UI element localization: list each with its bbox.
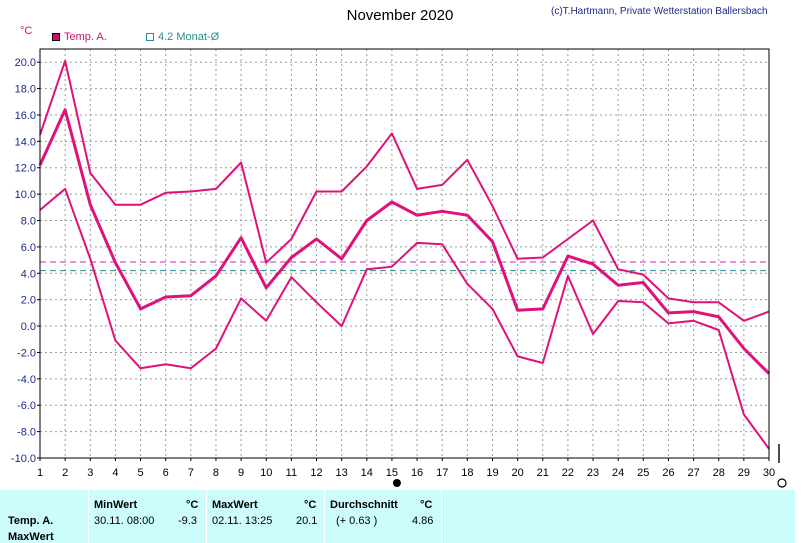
- x-tick-label: 7: [188, 467, 194, 479]
- y-tick-label: 18.0: [15, 84, 36, 96]
- stats-edge: [795, 490, 802, 543]
- chart-title: November 2020: [346, 7, 454, 24]
- x-tick-label: 28: [713, 467, 725, 479]
- x-tick-label: 3: [87, 467, 93, 479]
- x-tick-label: 30: [763, 467, 775, 479]
- y-tick-label: 2.0: [21, 295, 36, 307]
- x-tick-label: 13: [336, 467, 348, 479]
- series-line-min: [39, 187, 770, 450]
- y-tick-label: 6.0: [21, 242, 36, 254]
- x-tick-label: 9: [238, 467, 244, 479]
- y-tick-label: -4.0: [17, 374, 36, 386]
- y-unit-label: °C: [20, 25, 33, 37]
- x-tick-label: 22: [562, 467, 574, 479]
- x-tick-label: 11: [286, 467, 297, 479]
- station-credit: (c)T.Hartmann, Private Wetterstation Bal…: [551, 6, 768, 17]
- series-lines: [38, 59, 771, 450]
- stats-row-label: MaxWert: [8, 531, 54, 543]
- series-line-max: [39, 59, 770, 322]
- x-tick-label: 10: [260, 467, 272, 479]
- x-tick-label: 18: [461, 467, 473, 479]
- legend-label-temp: Temp. A.: [64, 31, 107, 43]
- min-header: MinWert: [94, 499, 138, 511]
- series-line-avg: [38, 108, 771, 375]
- max-datetime: 02.11. 13:25: [212, 515, 273, 527]
- y-tick-labels: 20.0 18.0 16.0 14.0 12.0 10.0 8.0 6.0 4.0 2.0 0.0 -…: [11, 57, 40, 465]
- stats-separator: [88, 490, 89, 543]
- x-tick-label: 25: [637, 467, 649, 479]
- x-tick-label: 14: [361, 467, 373, 479]
- legend-item-temp: Temp. A.: [52, 31, 107, 43]
- y-tick-label: 14.0: [15, 136, 36, 148]
- stats-panel: Temp. A. MaxWert MinWert °C 30.11. 08:00…: [0, 490, 795, 543]
- markers: [392, 444, 787, 488]
- x-tick-label: 23: [587, 467, 599, 479]
- y-tick-label: -2.0: [17, 347, 36, 359]
- temperature-chart: 20.0 18.0 16.0 14.0 12.0 10.0 8.0 6.0 4.0 2.0 0.0 -…: [11, 48, 787, 488]
- y-tick-label: 4.0: [21, 268, 36, 280]
- x-tick-label: 26: [662, 467, 674, 479]
- x-tick-label: 1: [37, 467, 43, 479]
- x-tick-label: 15: [386, 467, 398, 479]
- min-unit: °C: [186, 499, 199, 511]
- x-tick-labels: 1 2 3 4 5 6 7 8 9 10 11 12 13 14 15 16 17 18 19 20 21 22 23 24 2…: [37, 458, 775, 479]
- y-tick-label: 10.0: [15, 189, 36, 201]
- avg-header: Durchschnitt: [330, 499, 398, 511]
- stats-separator: [324, 490, 325, 543]
- y-tick-label: 12.0: [15, 163, 36, 175]
- stats-separator: [441, 490, 442, 543]
- x-tick-label: 6: [163, 467, 169, 479]
- x-tick-label: 2: [62, 467, 68, 479]
- x-tick-label: 19: [486, 467, 498, 479]
- min-datetime: 30.11. 08:00: [94, 515, 155, 527]
- max-value: 20.1: [296, 515, 318, 527]
- x-tick-label: 17: [436, 467, 448, 479]
- full-moon-marker: [392, 479, 401, 487]
- y-tick-label: -10.0: [11, 453, 36, 465]
- y-tick-label: 16.0: [15, 110, 36, 122]
- y-tick-label: 8.0: [21, 216, 36, 228]
- x-tick-label: 24: [612, 467, 624, 479]
- y-tick-label: -8.0: [17, 427, 36, 439]
- avg-delta: (+ 0.63 ): [336, 515, 378, 527]
- stats-separator: [206, 490, 207, 543]
- y-tick-label: -6.0: [17, 400, 36, 412]
- legend-label-average: 4.2 Monat-Ø: [158, 31, 220, 43]
- x-tick-label: 12: [310, 467, 322, 479]
- y-tick-label: 0.0: [21, 321, 36, 333]
- reference-lines: [40, 261, 769, 272]
- stats-row-label: Temp. A.: [8, 515, 54, 527]
- x-tick-label: 27: [687, 467, 699, 479]
- legend-swatch-temp: [52, 33, 60, 41]
- new-moon-marker: [777, 478, 787, 488]
- min-value: -9.3: [178, 515, 197, 527]
- x-tick-label: 21: [537, 467, 549, 479]
- x-tick-label: 16: [411, 467, 423, 479]
- legend-swatch-average: [146, 33, 154, 41]
- y-tick-label: 20.0: [15, 57, 36, 69]
- avg-unit: °C: [420, 499, 433, 511]
- max-header: MaxWert: [212, 499, 258, 511]
- x-tick-label: 20: [511, 467, 523, 479]
- plot-frame: [39, 48, 770, 459]
- x-tick-label: 8: [213, 467, 219, 479]
- max-unit: °C: [304, 499, 317, 511]
- legend-item-average: 4.2 Monat-Ø: [146, 31, 219, 43]
- x-tick-label: 4: [112, 467, 118, 479]
- x-tick-label: 29: [738, 467, 750, 479]
- avg-value: 4.86: [412, 515, 434, 527]
- x-tick-label: 5: [137, 467, 143, 479]
